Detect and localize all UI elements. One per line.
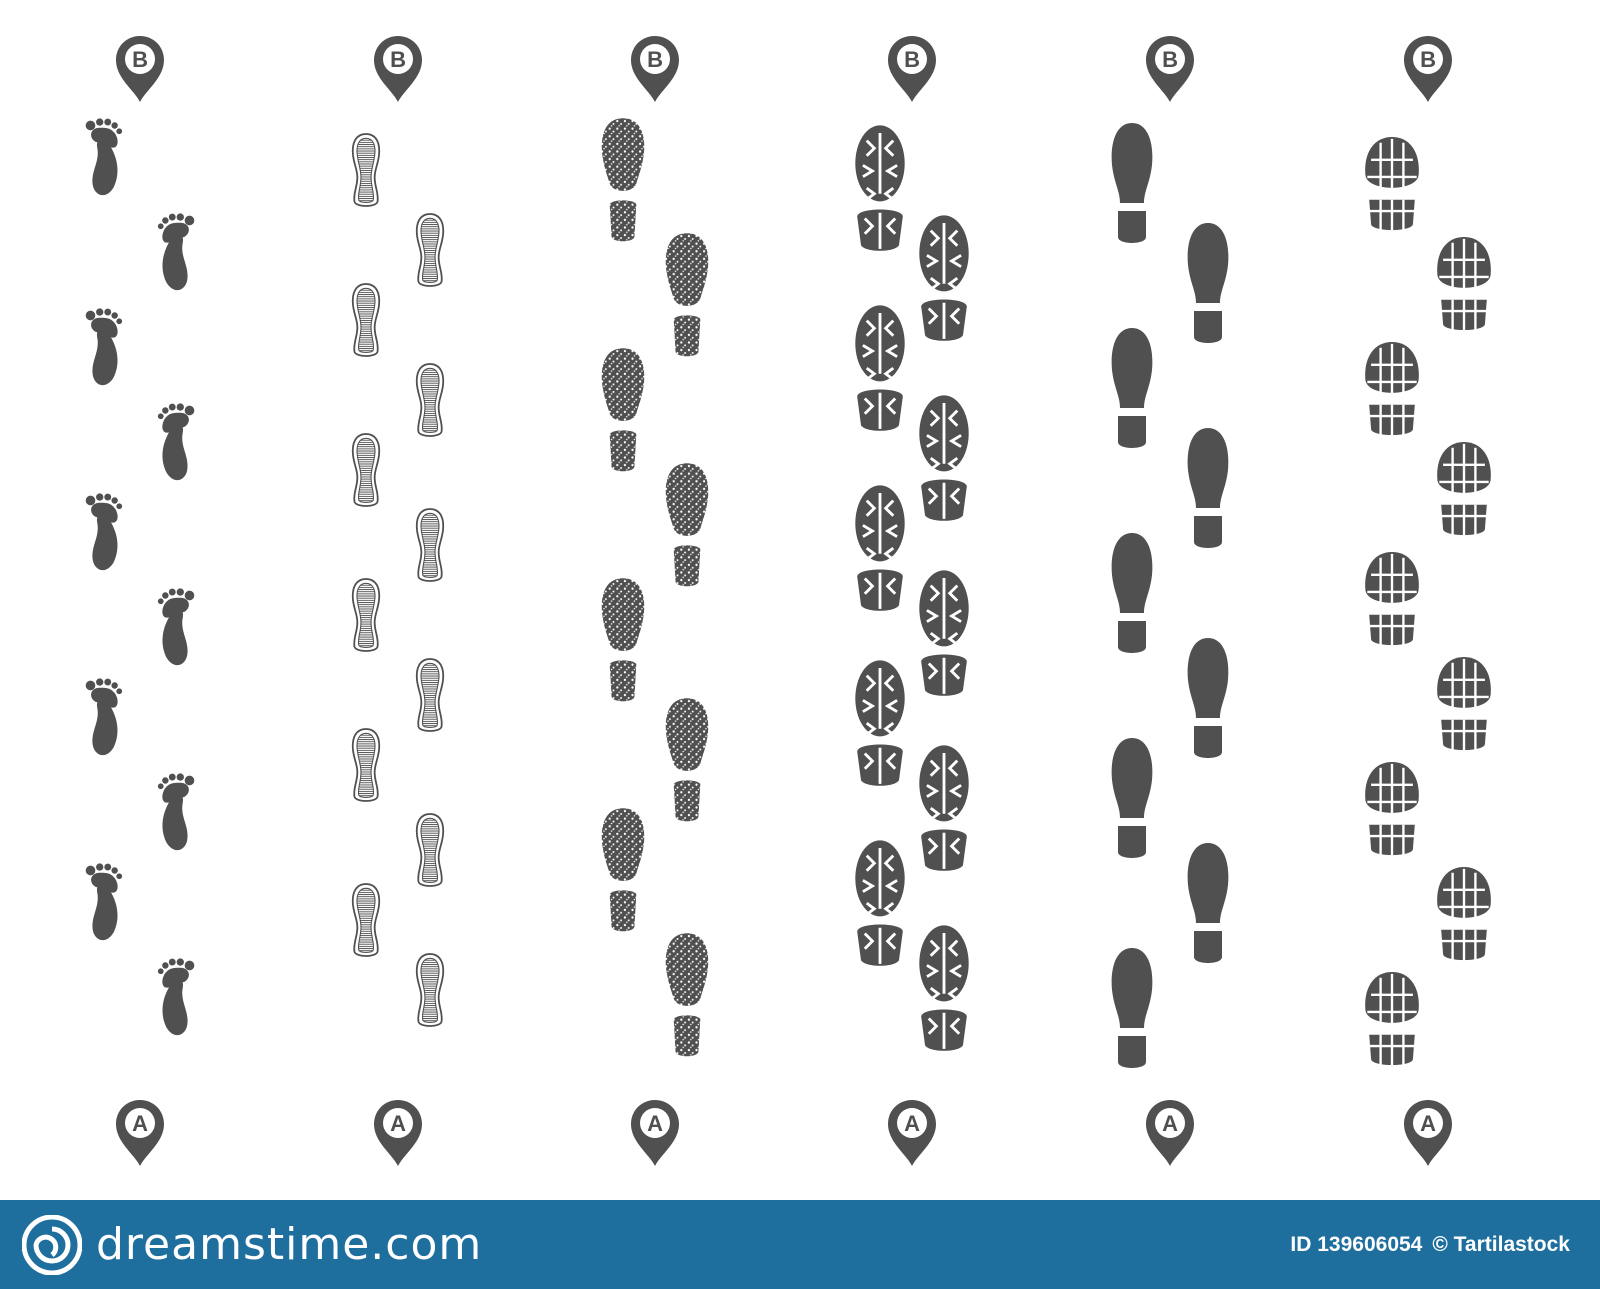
barefoot-footprint-icon <box>86 308 122 385</box>
dress-shoe-print-icon <box>1187 843 1229 963</box>
grunge-shoe-print-icon <box>601 118 645 242</box>
dress-shoe-print-icon <box>1187 428 1229 548</box>
path-boot-tread: BA <box>853 36 971 1166</box>
path-dress-shoe: BA <box>1111 36 1229 1166</box>
striped-shoe-sole-icon <box>351 283 381 357</box>
dress-shoe-print-icon <box>1187 223 1229 343</box>
grunge-shoe-print-icon <box>601 348 645 472</box>
sneaker-tread-print-icon <box>1435 865 1493 962</box>
striped-shoe-sole-icon <box>351 133 381 207</box>
boot-tread-print-icon <box>917 743 971 873</box>
grunge-shoe-print-icon <box>665 698 709 822</box>
boot-tread-print-icon <box>917 213 971 343</box>
path-barefoot: BA <box>86 36 195 1166</box>
dress-shoe-print-icon <box>1111 123 1153 243</box>
striped-shoe-sole-icon <box>351 433 381 507</box>
footer-bar: dreamstime.com ID 139606054 © Tartilasto… <box>0 1200 1600 1289</box>
striped-shoe-sole-icon <box>415 813 445 887</box>
boot-tread-print-icon <box>853 838 907 968</box>
boot-tread-print-icon <box>853 303 907 433</box>
sneaker-tread-print-icon <box>1435 655 1493 752</box>
end-pin-label: B <box>1162 47 1178 72</box>
end-pin-label: B <box>1420 47 1436 72</box>
striped-shoe-sole-icon <box>415 953 445 1027</box>
dress-shoe-print-icon <box>1111 948 1153 1068</box>
brand-name: dreamstime.com <box>96 1219 483 1270</box>
end-pin-icon: B <box>888 36 936 102</box>
image-author: © Tartilastock <box>1432 1232 1570 1256</box>
dress-shoe-print-icon <box>1111 328 1153 448</box>
end-pin-label: B <box>390 47 406 72</box>
sneaker-tread-print-icon <box>1363 760 1421 857</box>
sneaker-tread-print-icon <box>1435 235 1493 332</box>
striped-shoe-sole-icon <box>415 658 445 732</box>
start-pin-icon: A <box>374 1100 422 1166</box>
end-pin-icon: B <box>374 36 422 102</box>
start-pin-icon: A <box>888 1100 936 1166</box>
image-id: ID 139606054 <box>1290 1232 1423 1256</box>
dress-shoe-print-icon <box>1111 738 1153 858</box>
grunge-shoe-print-icon <box>601 578 645 702</box>
striped-shoe-sole-icon <box>415 508 445 582</box>
start-pin-icon: A <box>116 1100 164 1166</box>
striped-shoe-sole-icon <box>415 363 445 437</box>
dress-shoe-print-icon <box>1111 533 1153 653</box>
barefoot-footprint-icon <box>157 773 195 851</box>
start-pin-label: A <box>1420 1111 1436 1136</box>
striped-shoe-sole-icon <box>351 883 381 957</box>
barefoot-footprint-icon <box>86 678 122 755</box>
end-pin-icon: B <box>1146 36 1194 102</box>
start-pin-label: A <box>132 1111 148 1136</box>
striped-shoe-sole-icon <box>351 728 381 802</box>
barefoot-footprint-icon <box>157 403 195 481</box>
sneaker-tread-print-icon <box>1363 550 1421 647</box>
grunge-shoe-print-icon <box>665 933 709 1057</box>
dress-shoe-print-icon <box>1187 638 1229 758</box>
start-pin-icon: A <box>1146 1100 1194 1166</box>
striped-shoe-sole-icon <box>351 578 381 652</box>
boot-tread-print-icon <box>917 568 971 698</box>
end-pin-label: B <box>904 47 920 72</box>
sneaker-tread-print-icon <box>1363 970 1421 1067</box>
path-grunge-shoe: BA <box>601 36 709 1166</box>
boot-tread-print-icon <box>917 923 971 1053</box>
boot-tread-print-icon <box>917 393 971 523</box>
brand[interactable]: dreamstime.com <box>22 1214 483 1275</box>
sneaker-tread-print-icon <box>1435 440 1493 537</box>
barefoot-footprint-icon <box>86 493 122 570</box>
barefoot-footprint-icon <box>157 588 195 666</box>
barefoot-footprint-icon <box>86 118 122 195</box>
striped-shoe-sole-icon <box>415 213 445 287</box>
grunge-shoe-print-icon <box>665 463 709 587</box>
end-pin-label: B <box>647 47 663 72</box>
sneaker-tread-print-icon <box>1363 135 1421 232</box>
start-pin-label: A <box>390 1111 406 1136</box>
start-pin-icon: A <box>631 1100 679 1166</box>
start-pin-label: A <box>904 1111 920 1136</box>
end-pin-icon: B <box>116 36 164 102</box>
barefoot-footprint-icon <box>157 213 195 291</box>
boot-tread-print-icon <box>853 658 907 788</box>
end-pin-icon: B <box>631 36 679 102</box>
grunge-shoe-print-icon <box>601 808 645 932</box>
boot-tread-print-icon <box>853 483 907 613</box>
path-striped-sole: BA <box>351 36 445 1166</box>
end-pin-icon: B <box>1404 36 1452 102</box>
barefoot-footprint-icon <box>157 958 195 1036</box>
boot-tread-print-icon <box>853 123 907 253</box>
start-pin-label: A <box>1162 1111 1178 1136</box>
grunge-shoe-print-icon <box>665 233 709 357</box>
start-pin-label: A <box>647 1111 663 1136</box>
dreamstime-logo-icon <box>22 1214 82 1275</box>
sneaker-tread-print-icon <box>1363 340 1421 437</box>
start-pin-icon: A <box>1404 1100 1452 1166</box>
image-credit: ID 139606054 © Tartilastock <box>1290 1233 1570 1257</box>
end-pin-label: B <box>132 47 148 72</box>
path-sneaker-tread: BA <box>1363 36 1493 1166</box>
barefoot-footprint-icon <box>86 863 122 940</box>
